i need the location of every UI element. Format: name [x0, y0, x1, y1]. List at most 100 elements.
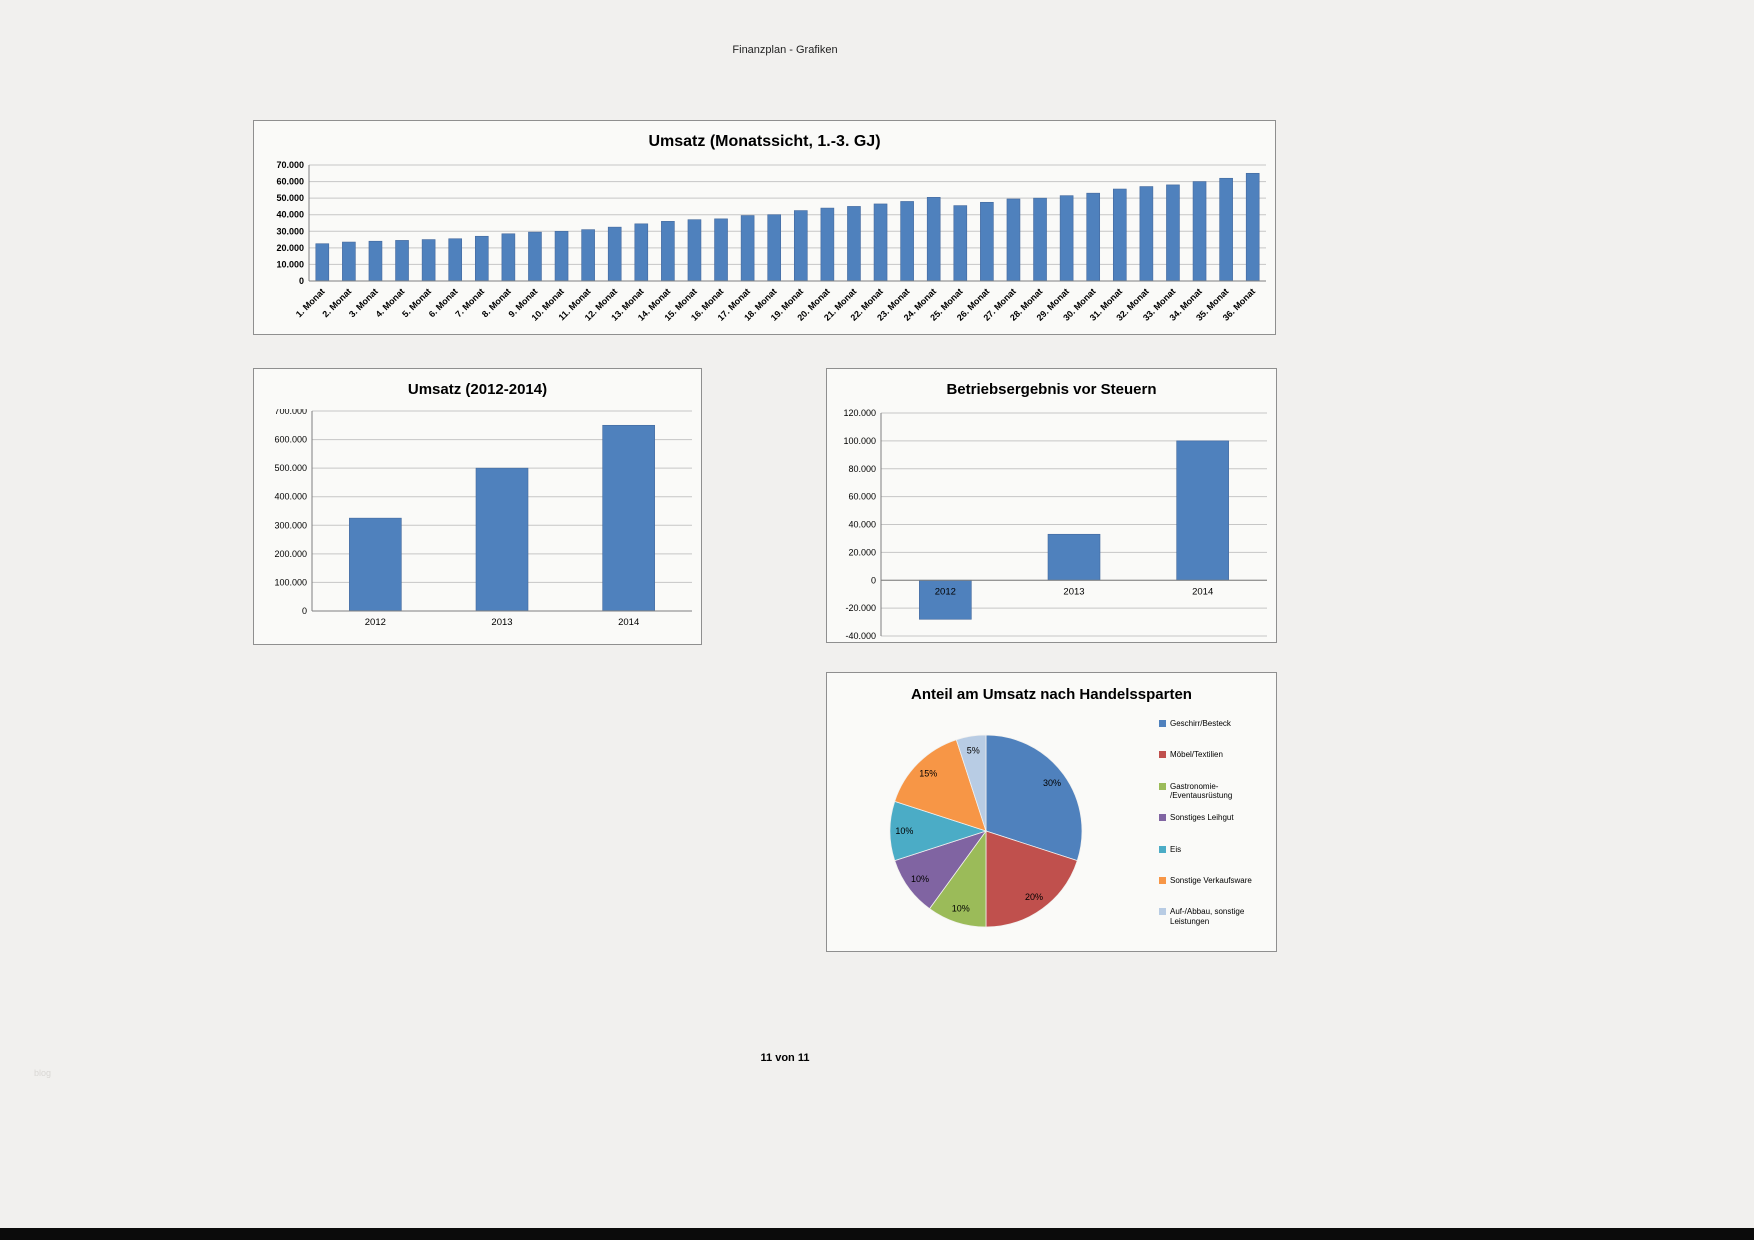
bar-26. Monat: [980, 201, 994, 282]
y-axis-tick-label: 60.000: [276, 177, 304, 187]
y-axis-tick-label: 60.000: [848, 492, 876, 502]
chart-operating-result: Betriebsergebnis vor Steuern -40.000 -20.…: [826, 368, 1277, 643]
y-axis-tick-label: 0: [299, 276, 304, 286]
pie-percent-label: 10%: [952, 904, 970, 914]
bar-34. Monat: [1192, 181, 1207, 282]
bar-2. Monat: [342, 241, 356, 282]
monthly-bar-svg: 0 10.000 20.000 30.000 40.000 50.000 60.000 70.…: [276, 160, 1266, 323]
y-axis-tick-label: 10.000: [276, 259, 304, 269]
legend-swatch: [1159, 908, 1166, 916]
bar-2013: [475, 467, 529, 612]
bar-2013: [1047, 533, 1101, 581]
bar-6. Monat: [448, 238, 463, 282]
chart-revenue-share-pie: Anteil am Umsatz nach Handelssparten 30%…: [826, 672, 1277, 952]
bar-7. Monat: [474, 235, 489, 282]
legend-swatch: [1159, 814, 1166, 822]
bar-13. Monat: [634, 223, 649, 282]
pie-percent-label: 30%: [1043, 778, 1061, 788]
y-axis-tick-label: 600.000: [274, 435, 307, 445]
bar-33. Monat: [1166, 184, 1180, 282]
bar-3. Monat: [368, 240, 383, 282]
bar-2012: [349, 517, 402, 612]
y-axis-tick-label: 120.000: [843, 409, 876, 418]
legend-item: Möbel/Textilien: [1159, 750, 1275, 781]
bar-31. Monat: [1112, 188, 1127, 282]
umsatz-years-svg: 0 100.000 200.000 300.000 400.000 500.000 600.…: [274, 406, 692, 628]
bar-22. Monat: [873, 203, 888, 282]
bar-2014: [602, 424, 655, 612]
y-axis-tick-label: 500.000: [274, 463, 307, 473]
pie-percent-label: 10%: [895, 826, 913, 836]
bar-35. Monat: [1219, 177, 1233, 282]
legend-item: Geschirr/Besteck: [1159, 719, 1275, 750]
bar-18. Monat: [767, 214, 782, 282]
chart-title-revenue-share: Anteil am Umsatz nach Handelssparten: [911, 686, 1192, 703]
bar-20. Monat: [820, 207, 835, 282]
legend-label: Möbel/Textilien: [1170, 750, 1223, 760]
chart-revenue-years: Umsatz (2012-2014) 0 100.000 200.000 300.00…: [253, 368, 702, 645]
legend-item: Gastronomie- /Eventausrüstung: [1159, 782, 1275, 813]
chart-title-monthly-revenue: Umsatz (Monatssicht, 1.-3. GJ): [648, 133, 881, 150]
bar-27. Monat: [1006, 198, 1021, 282]
chart-title-revenue-years: Umsatz (2012-2014): [407, 381, 548, 398]
x-axis-category-label: 2014: [618, 617, 639, 628]
pie-percent-label: 20%: [1025, 892, 1043, 902]
pie-slice-Geschirr/Besteck: [985, 734, 1083, 862]
revenue-years-bar-chart: 0 100.000 200.000 300.000 400.000 500.000 600.…: [254, 406, 701, 649]
y-axis-tick-label: 100.000: [274, 577, 307, 587]
bar-8. Monat: [501, 233, 516, 282]
watermark: blog: [34, 1068, 52, 1078]
bar-15. Monat: [687, 219, 702, 282]
legend-swatch: [1159, 751, 1166, 759]
pie-slice-Auf-/Abbau, sonstige Leistungen: [955, 734, 987, 832]
y-axis-tick-label: 20.000: [848, 547, 876, 557]
bar-1. Monat: [315, 243, 330, 282]
x-axis-category-label: 2013: [491, 617, 512, 628]
chart-monthly-revenue: Umsatz (Monatssicht, 1.-3. GJ) 0 10.000 20…: [253, 120, 1276, 335]
legend-label: Auf-/Abbau, sonstige Leistungen: [1170, 907, 1245, 926]
legend-swatch: [1159, 845, 1166, 853]
bar-23. Monat: [900, 201, 914, 282]
page-number: 11 von 11: [760, 1052, 810, 1064]
bar-21. Monat: [847, 206, 861, 282]
legend-label: Sonstige Verkaufsware: [1170, 875, 1252, 885]
bar-32. Monat: [1139, 186, 1154, 282]
pie-percent-label: 15%: [919, 768, 937, 778]
bar-16. Monat: [714, 218, 728, 282]
y-axis-tick-label: 0: [302, 606, 307, 616]
bar-19. Monat: [793, 210, 808, 282]
operating-result-bar-chart: -40.000 -20.000 0 20.000 40.000 60.000 80.000 1…: [827, 408, 1276, 647]
y-axis-tick-label: 0: [871, 575, 876, 585]
legend-label: Gastronomie- /Eventausrüstung: [1170, 781, 1233, 801]
legend-swatch: [1159, 876, 1166, 884]
y-axis-tick-label: 400.000: [274, 492, 307, 502]
y-axis-tick-label: 50.000: [276, 193, 304, 203]
y-axis-tick-label: 30.000: [276, 226, 304, 236]
y-axis-tick-label: 80.000: [848, 464, 876, 474]
bar-36. Monat: [1245, 172, 1260, 282]
legend-item: Sonstiges Leihgut: [1159, 813, 1275, 844]
bar-14. Monat: [661, 221, 675, 282]
legend-item: Auf-/Abbau, sonstige Leistungen: [1159, 907, 1275, 938]
pie-slice-Möbel/Textilien: [985, 830, 1078, 928]
y-axis-tick-label: 200.000: [274, 549, 307, 559]
legend-label: Geschirr/Besteck: [1170, 719, 1231, 728]
pie-legend: Geschirr/Besteck Möbel/Textilien Gastronom…: [1159, 719, 1275, 939]
bar-4. Monat: [395, 240, 409, 282]
bar-9. Monat: [528, 231, 542, 282]
bar-17. Monat: [740, 215, 755, 282]
legend-swatch: [1159, 720, 1166, 727]
revenue-share-pie-chart: 30% 20% 10% 10% 10% 15% 5%: [827, 703, 1278, 958]
legend-swatch: [1159, 782, 1166, 790]
anteil-pie-svg: 30% 20% 10% 10% 10% 15% 5%: [889, 734, 1083, 928]
legend-item: Eis: [1159, 845, 1275, 876]
pie-slice-Sonstige Verkaufsware: [894, 739, 987, 832]
y-axis-tick-label: 20.000: [276, 243, 304, 253]
x-axis-category-label: 2012: [365, 617, 386, 628]
bar-29. Monat: [1059, 195, 1074, 282]
bar-11. Monat: [581, 229, 595, 282]
x-axis-category-label: 2013: [1063, 586, 1084, 597]
window-bottom-bar: [0, 1228, 1754, 1240]
y-axis-tick-label: 40.000: [848, 520, 876, 530]
